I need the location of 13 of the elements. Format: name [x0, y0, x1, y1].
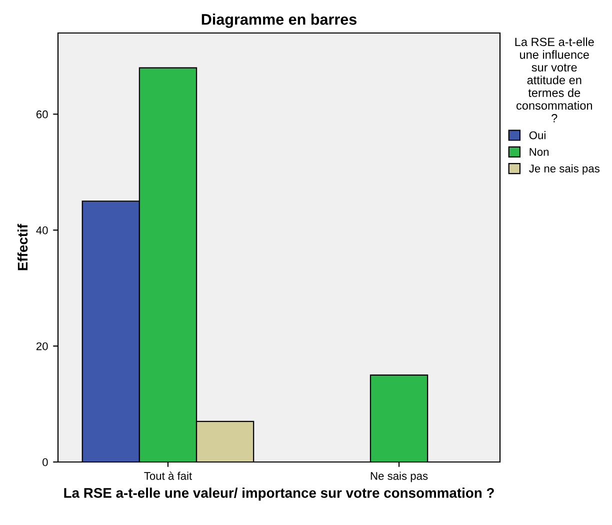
- x-tick-label: Ne sais pas: [370, 472, 428, 482]
- y-tick-label: 0: [42, 458, 48, 466]
- legend-label: Non: [530, 148, 549, 156]
- x-tick-label: Tout à fait: [144, 472, 192, 480]
- y-tick-label: 40: [36, 226, 48, 234]
- legend-label: Je ne sais pas: [529, 164, 600, 175]
- legend-title: La RSE a-t-elle une influence sur votre attitude en termes de consommation ?: [515, 37, 594, 122]
- x-axis-title: La RSE a-t-elle une valeur/ importance sur votre consommation ?: [64, 488, 494, 501]
- y-axis-title: Effectif: [17, 224, 28, 270]
- y-tick-label: 60: [36, 110, 48, 118]
- legend-label: Oui: [529, 131, 546, 140]
- y-tick-label: 20: [36, 342, 48, 350]
- chart-title: Diagramme en barres: [202, 14, 356, 28]
